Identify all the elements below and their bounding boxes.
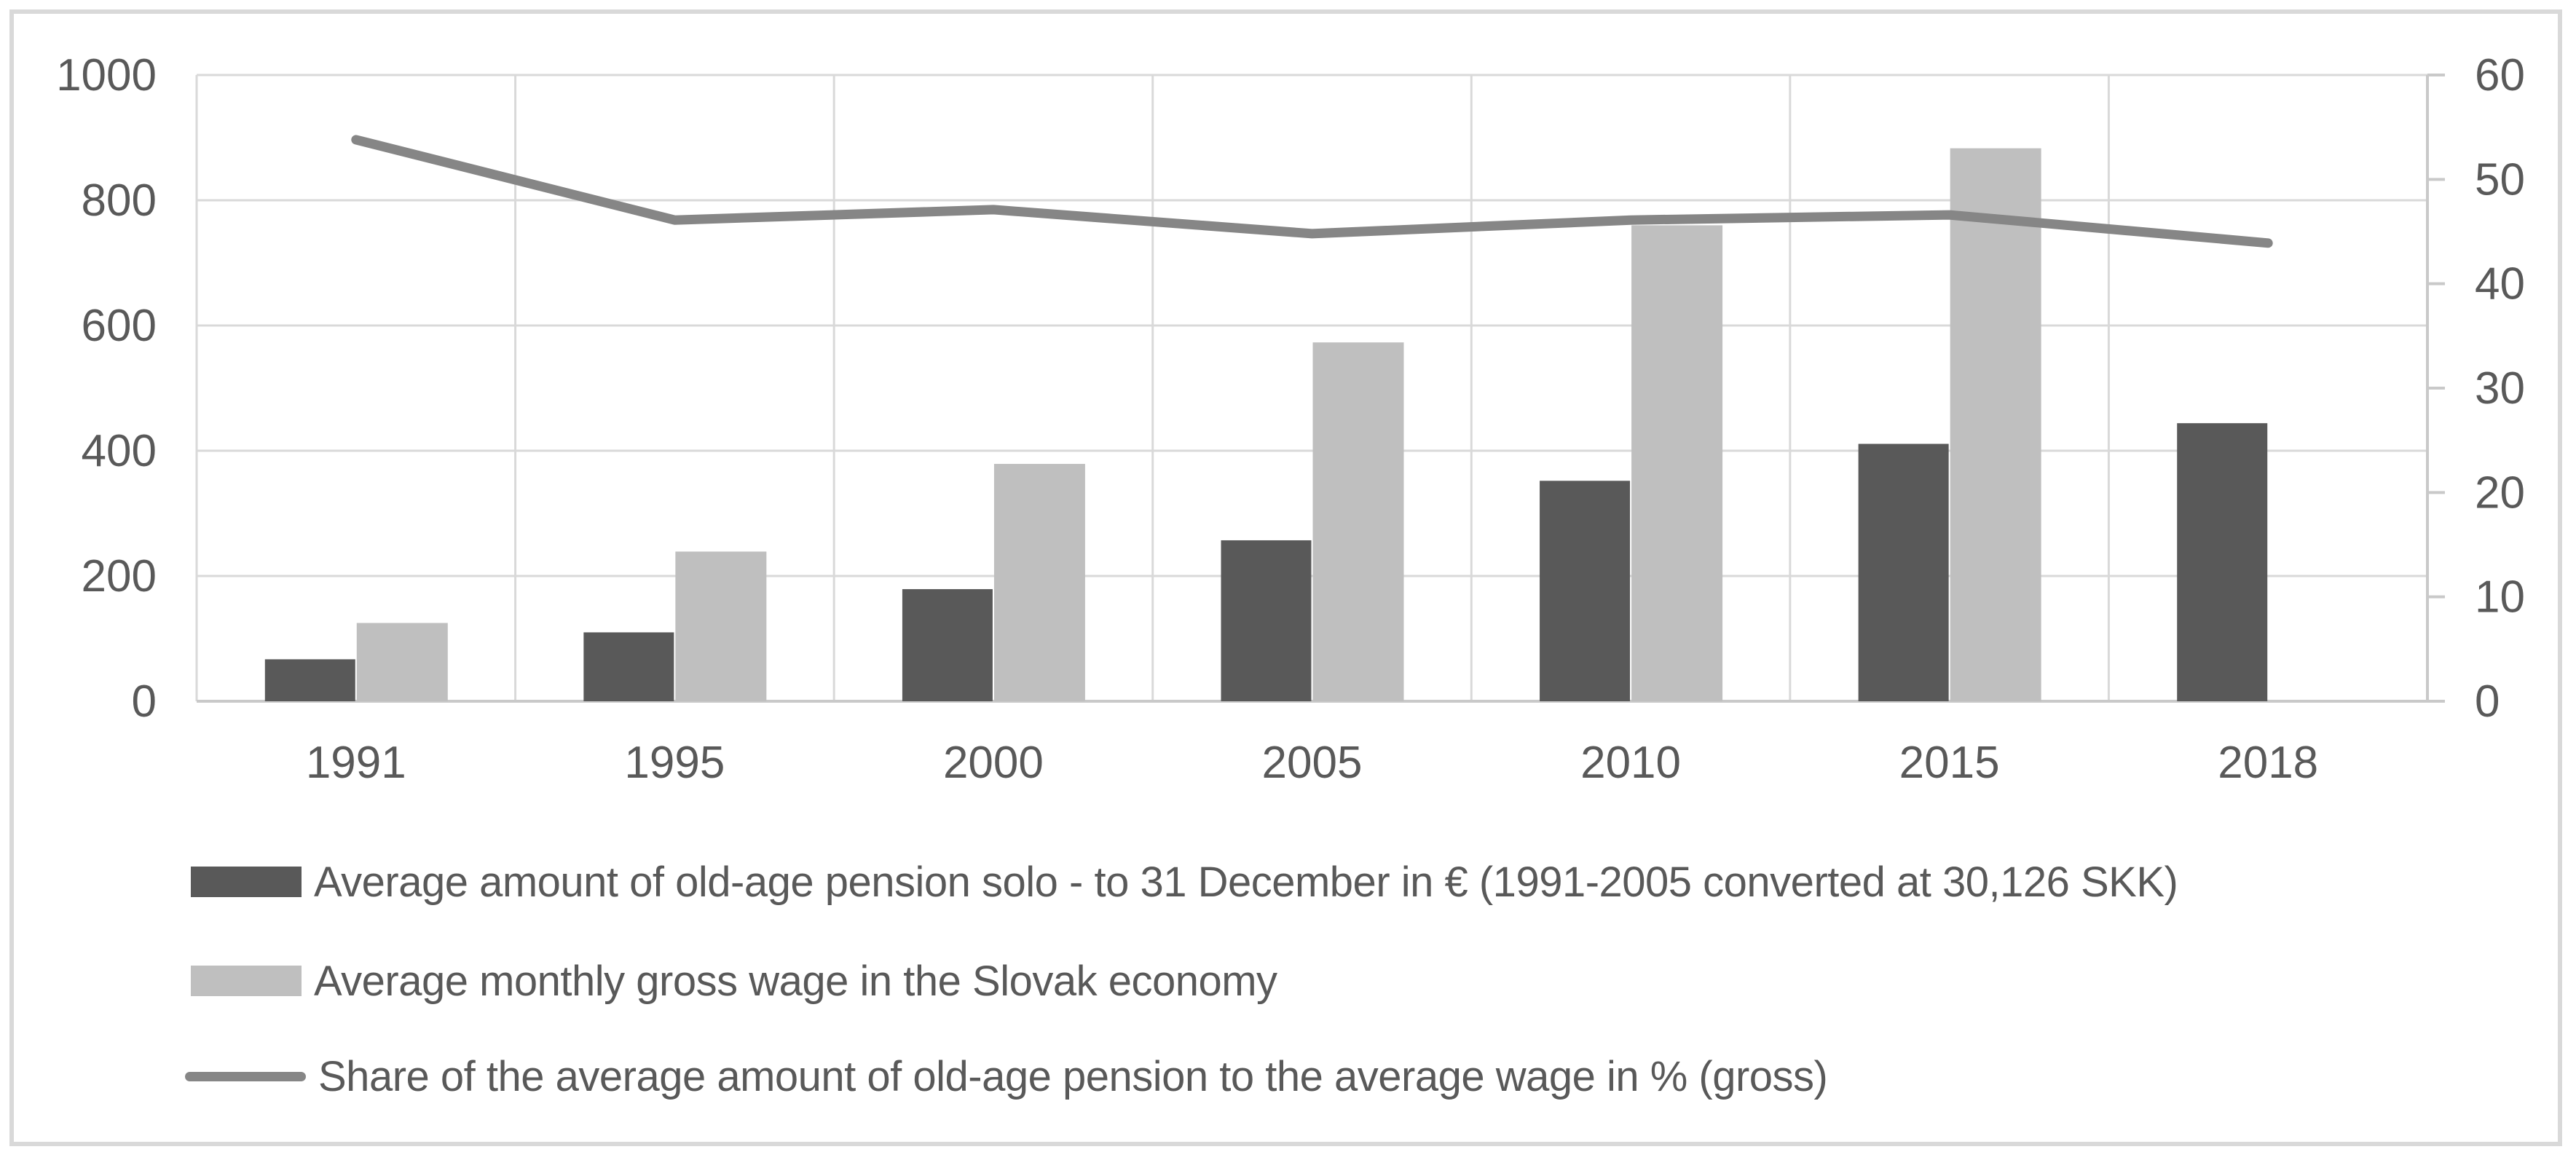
- right-axis-tick-label: 40: [2475, 259, 2525, 309]
- right-axis-tick-label: 20: [2475, 467, 2525, 518]
- x-axis-tick-label: 2018: [2218, 738, 2318, 788]
- x-axis-tick-label: 2005: [1262, 738, 1363, 788]
- pension-bar-2010: [1540, 481, 1631, 701]
- x-axis-tick-label: 2010: [1580, 738, 1681, 788]
- wage-bar-2000: [993, 464, 1085, 701]
- wage-bar-2010: [1631, 225, 1723, 701]
- right-axis-tick-label: 60: [2475, 50, 2525, 100]
- pension-bar-2005: [1221, 540, 1312, 701]
- pension-bar-1991: [264, 659, 355, 701]
- pension-bar-2018: [2177, 423, 2268, 701]
- right-axis-tick-label: 10: [2475, 572, 2525, 623]
- left-axis-tick-label: 600: [82, 301, 157, 351]
- left-axis-tick-label: 400: [82, 426, 157, 476]
- left-axis-tick-label: 0: [132, 676, 157, 727]
- wage-bar-1995: [675, 551, 767, 701]
- wage-bar-2015: [1950, 148, 2041, 701]
- left-axis-tick-label: 800: [82, 175, 157, 226]
- right-axis-tick-label: 50: [2475, 154, 2525, 205]
- x-axis-tick-label: 2015: [1899, 738, 2000, 788]
- x-axis-tick-label: 1995: [624, 738, 725, 788]
- pension-bar-2000: [902, 589, 993, 701]
- x-axis-tick-label: 1991: [306, 738, 406, 788]
- right-axis-tick-label: 30: [2475, 363, 2525, 414]
- pension-bar-1995: [583, 632, 674, 701]
- pension-bar-2015: [1858, 443, 1949, 701]
- left-axis-tick-label: 1000: [56, 50, 157, 100]
- wage-bar-1991: [356, 623, 448, 701]
- share-line: [351, 135, 2273, 248]
- wage-bar-2005: [1312, 342, 1404, 701]
- left-axis-tick-label: 200: [82, 551, 157, 601]
- x-axis-tick-label: 2000: [943, 738, 1044, 788]
- right-axis-tick-label: 0: [2475, 676, 2500, 727]
